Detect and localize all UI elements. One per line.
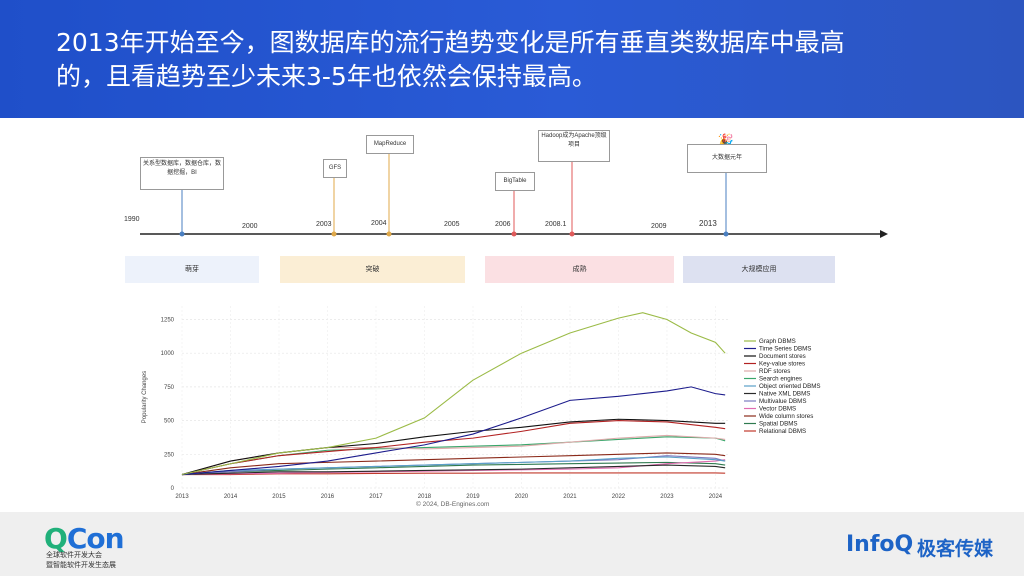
y-tick-label: 250 bbox=[164, 452, 175, 458]
qcon-tagline-2: 暨智能软件开发生态展 bbox=[46, 561, 116, 569]
y-tick-label: 1250 bbox=[161, 317, 175, 323]
y-tick-label: 500 bbox=[164, 419, 175, 425]
phase-mature: 成熟 bbox=[485, 256, 674, 283]
y-axis-label: Popularity Changes bbox=[142, 371, 148, 423]
series-line bbox=[181, 464, 726, 476]
year-1990: 1990 bbox=[124, 216, 140, 223]
series-line bbox=[181, 434, 726, 476]
event-hadoop-apache: Hadoop成为Apache顶级项目 bbox=[538, 130, 610, 162]
x-tick-label: 2017 bbox=[369, 494, 383, 500]
slide-title: 2013年开始至今，图数据库的流行趋势变化是所有垂直类数据库中最高 的，且看趋势… bbox=[56, 26, 986, 94]
event-mapreduce-dot bbox=[386, 231, 392, 237]
y-tick-label: 0 bbox=[171, 486, 175, 492]
series-line bbox=[181, 386, 726, 476]
event-hadoop-apache-dot bbox=[569, 231, 575, 237]
event-mapreduce: MapReduce bbox=[366, 135, 414, 154]
event-big-data-year-dot bbox=[723, 231, 729, 237]
popularity-chart-svg: 0 250 500 750 1000 1250 2013 2014 2015 2016 2017 20… bbox=[142, 306, 821, 508]
series-line bbox=[181, 461, 726, 476]
event-bigtable: BigTable bbox=[495, 172, 535, 191]
event-relational-db-dot bbox=[179, 231, 185, 237]
qcon-logo: QCon bbox=[44, 522, 125, 555]
slide-title-line1: 2013年开始至今，图数据库的流行趋势变化是所有垂直类数据库中最高 bbox=[56, 28, 845, 57]
event-relational-db: 关系型数据库，数据仓库，数据挖掘，BI bbox=[140, 157, 224, 190]
timeline: 🎉 bbox=[140, 133, 888, 238]
legend-label: Document stores bbox=[759, 353, 806, 360]
x-tick-label: 2018 bbox=[418, 494, 432, 500]
x-tick-label: 2019 bbox=[466, 494, 480, 500]
legend-label: Spatial DBMS bbox=[759, 421, 798, 428]
x-tick-label: 2021 bbox=[563, 494, 577, 500]
year-2009: 2009 bbox=[651, 223, 667, 230]
x-tick-label: 2020 bbox=[515, 494, 529, 500]
y-tick-label: 750 bbox=[164, 385, 175, 391]
legend-label: Object oriented DBMS bbox=[759, 383, 821, 390]
slide-title-line2: 的，且看趋势至少未来3-5年也依然会保持最高。 bbox=[56, 62, 597, 91]
legend-label: Search engines bbox=[759, 376, 802, 383]
event-bigtable-dot bbox=[511, 231, 517, 237]
qcon-tagline-1: 全球软件开发大会 bbox=[46, 551, 102, 559]
year-2013: 2013 bbox=[699, 219, 717, 228]
x-tick-label: 2014 bbox=[224, 494, 238, 500]
x-tick-label: 2013 bbox=[175, 494, 189, 500]
event-gfs: GFS bbox=[323, 159, 347, 178]
year-2005: 2005 bbox=[444, 221, 460, 228]
x-tick-label: 2016 bbox=[321, 494, 335, 500]
legend-label: Graph DBMS bbox=[759, 338, 796, 345]
infoq-brand-name: 极客传媒 bbox=[917, 538, 994, 560]
series-line bbox=[181, 459, 726, 476]
timeline-arrow-icon bbox=[880, 230, 888, 238]
series-line bbox=[181, 452, 726, 476]
series-line bbox=[182, 472, 726, 476]
year-2000: 2000 bbox=[242, 223, 258, 230]
chart-credit: © 2024, DB-Engines.com bbox=[416, 500, 489, 508]
legend-label: Key-value stores bbox=[759, 361, 805, 368]
y-tick-label: 1000 bbox=[161, 351, 175, 357]
legend-label: Wide column stores bbox=[759, 413, 813, 420]
legend-label: Vector DBMS bbox=[759, 406, 796, 413]
legend-label: Native XML DBMS bbox=[759, 391, 810, 398]
legend-label: Relational DBMS bbox=[759, 428, 806, 435]
series-line bbox=[181, 312, 726, 476]
year-2008-1: 2008.1 bbox=[545, 221, 567, 228]
legend-label: Multivalue DBMS bbox=[759, 398, 806, 405]
year-2006: 2006 bbox=[495, 221, 511, 228]
x-tick-label: 2015 bbox=[272, 494, 286, 500]
series-line bbox=[181, 456, 726, 476]
popularity-chart: 0 250 500 750 1000 1250 2013 2014 2015 2016 2017 20… bbox=[124, 292, 864, 510]
x-tick-label: 2022 bbox=[612, 494, 626, 500]
infoq-logo: InfoQ bbox=[846, 532, 914, 557]
footer bbox=[0, 512, 1024, 576]
event-big-data-year: 大数据元年 bbox=[687, 144, 767, 173]
phase-sprout: 萌芽 bbox=[125, 256, 259, 283]
x-tick-label: 2024 bbox=[709, 494, 723, 500]
series-line bbox=[181, 420, 726, 476]
event-gfs-dot bbox=[331, 231, 337, 237]
year-2003: 2003 bbox=[316, 221, 332, 228]
legend-label: RDF stores bbox=[759, 368, 790, 375]
title-banner: 2013年开始至今，图数据库的流行趋势变化是所有垂直类数据库中最高 的，且看趋势… bbox=[0, 0, 1024, 118]
x-tick-label: 2023 bbox=[660, 494, 674, 500]
phase-breakthrough: 突破 bbox=[280, 256, 465, 283]
phase-large-scale: 大规模应用 bbox=[683, 256, 835, 283]
legend-label: Time Series DBMS bbox=[759, 346, 811, 353]
year-2004: 2004 bbox=[371, 220, 387, 227]
